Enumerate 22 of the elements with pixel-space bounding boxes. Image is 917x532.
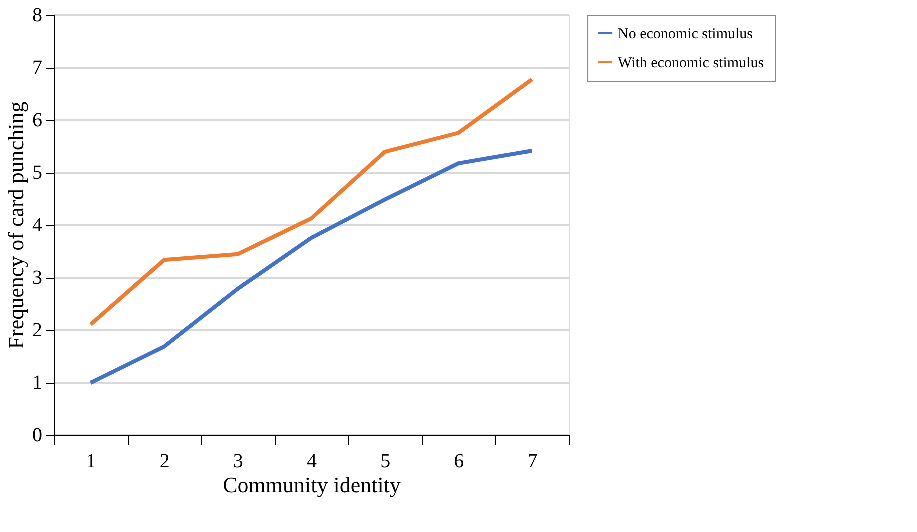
x-tick-label: 6 [454, 450, 464, 472]
legend-label: With economic stimulus [618, 56, 764, 72]
x-tick-label: 4 [307, 450, 317, 472]
line-series [88, 78, 534, 327]
x-tick-label: 7 [528, 450, 538, 472]
y-tick-label: 6 [32, 110, 42, 132]
y-axis-title: Frequency of card punching [4, 102, 28, 350]
x-axis-title: Community identity [223, 472, 401, 498]
x-tick-label: 2 [160, 450, 170, 472]
x-tick-label: 5 [380, 450, 391, 472]
y-tick-label: 3 [32, 267, 42, 289]
y-tick-label: 0 [32, 424, 42, 446]
y-tick-label: 7 [32, 57, 42, 79]
y-tick-label: 4 [32, 214, 42, 236]
line-series [88, 148, 534, 386]
x-tick-label: 3 [233, 450, 244, 472]
x-tick-label: 1 [86, 450, 96, 472]
y-tick-label: 8 [32, 4, 42, 26]
y-tick-label: 1 [32, 372, 42, 394]
y-tick-label: 5 [32, 162, 42, 184]
legend-label: No economic stimulus [618, 26, 754, 42]
y-tick-label: 2 [32, 320, 42, 342]
